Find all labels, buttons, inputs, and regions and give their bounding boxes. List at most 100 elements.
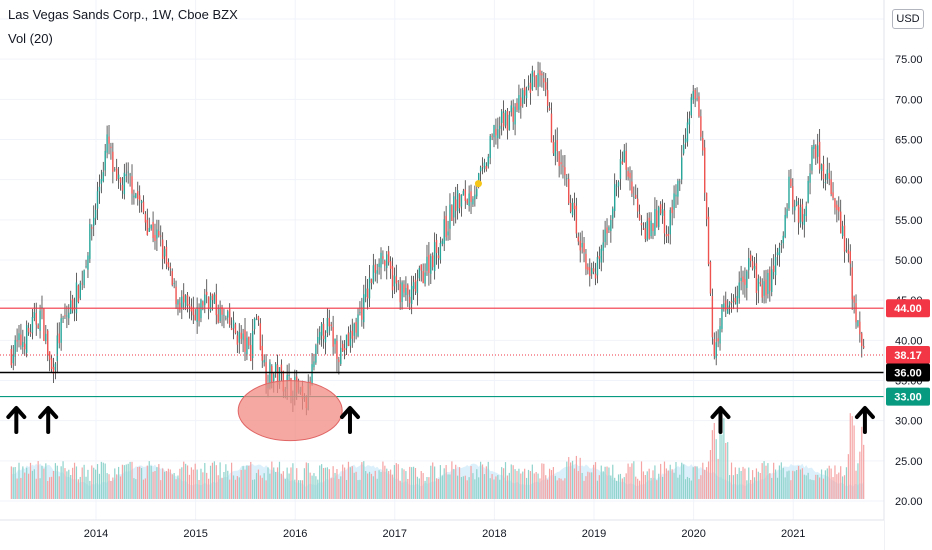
candle-body <box>537 73 539 88</box>
volume-bar <box>133 478 135 499</box>
volume-bar <box>468 477 470 499</box>
volume-bar <box>707 461 710 499</box>
volume-bar <box>667 470 669 499</box>
volume-bar <box>824 470 826 499</box>
candle-body <box>439 242 442 260</box>
candle-body <box>476 189 478 197</box>
candle-body <box>342 343 344 352</box>
volume-bar <box>826 468 828 499</box>
candle-body <box>629 172 631 179</box>
volume-bar <box>27 473 30 499</box>
volume-bar <box>709 450 712 499</box>
volume-bar <box>393 465 396 499</box>
volume-bar <box>129 461 131 499</box>
volume-bar <box>334 472 336 499</box>
volume-bar <box>186 465 189 499</box>
currency-button[interactable]: USD <box>892 9 924 29</box>
time-axis[interactable]: 2014 2015 2016 2017 2018 2019 2020 2021 <box>0 519 884 550</box>
volume-bar <box>33 469 35 499</box>
candle-body <box>562 165 564 167</box>
candle-body <box>25 325 28 353</box>
volume-bar <box>14 467 16 499</box>
candle-body <box>359 311 361 313</box>
candle-body <box>546 90 549 106</box>
volume-bar <box>836 474 838 499</box>
candle-body <box>862 345 865 348</box>
candle-body <box>579 240 581 251</box>
volume-indicator-label[interactable]: Vol (20) <box>8 31 53 46</box>
volume-bar <box>98 473 101 499</box>
volume-bar <box>447 474 449 499</box>
candle-body <box>447 231 449 236</box>
volume-bar <box>531 464 533 499</box>
volume-bar <box>570 462 572 499</box>
candle-body <box>861 333 863 347</box>
candle-body <box>27 327 30 333</box>
volume-bar <box>382 461 384 499</box>
candle-body <box>334 338 336 345</box>
volume-bar <box>411 467 413 499</box>
candle-body <box>470 191 472 203</box>
volume-bar <box>311 475 313 499</box>
volume-bar <box>520 473 522 499</box>
volume-bar <box>859 451 861 499</box>
volume-bar <box>853 425 855 499</box>
candle-body <box>855 303 857 323</box>
candle-body <box>110 146 112 148</box>
volume-bar <box>556 480 558 499</box>
candle-body <box>525 89 528 99</box>
volume-bar <box>275 472 277 499</box>
candle-body <box>52 366 55 374</box>
candle-body <box>596 257 599 276</box>
volume-bar <box>683 464 685 499</box>
volume-bar <box>315 476 317 499</box>
candle-body <box>179 302 181 311</box>
candle-body <box>175 286 177 305</box>
volume-bar <box>665 468 668 499</box>
volume-bar <box>702 462 704 499</box>
candle-body <box>401 282 403 302</box>
candle-body <box>684 138 687 143</box>
candle-body <box>841 226 844 237</box>
candle-body <box>158 230 160 236</box>
volume-bar <box>414 467 417 499</box>
volume-bar <box>363 461 365 499</box>
volume-bar <box>118 466 120 499</box>
candle-body <box>479 167 482 172</box>
price-axis[interactable]: 20.0025.0030.0035.0040.0045.0050.0055.00… <box>883 0 932 550</box>
volume-bar <box>248 465 250 499</box>
volume-bar <box>351 466 353 499</box>
volume-bar <box>163 471 166 499</box>
volume-bar <box>817 474 819 499</box>
volume-bar <box>704 469 706 499</box>
volume-bar <box>45 463 47 499</box>
volume-bar <box>18 462 20 499</box>
candle-body <box>774 257 777 276</box>
candle-body <box>234 324 237 334</box>
candle-body <box>728 302 731 305</box>
volume-bar <box>457 475 459 499</box>
volume-bar <box>332 466 334 499</box>
candle-body <box>612 208 614 219</box>
candle-body <box>117 174 120 179</box>
candle-body <box>859 321 861 335</box>
candle-body <box>75 282 78 314</box>
candle-body <box>276 364 279 385</box>
candle-body <box>71 298 74 311</box>
candle-body <box>79 283 81 299</box>
candle-body <box>265 362 267 386</box>
candle-body <box>805 206 807 217</box>
volume-bar <box>137 466 139 499</box>
volume-bar <box>535 471 537 499</box>
volume-bar <box>20 477 22 499</box>
candle-body <box>263 359 265 363</box>
volume-bar <box>763 461 765 499</box>
volume-bar <box>236 476 238 499</box>
volume-bar <box>426 477 428 499</box>
volume-bar <box>462 476 464 499</box>
candle-body <box>246 337 248 355</box>
volume-bar <box>26 467 28 499</box>
volume-bar <box>405 471 407 499</box>
volume-bar <box>587 471 589 499</box>
